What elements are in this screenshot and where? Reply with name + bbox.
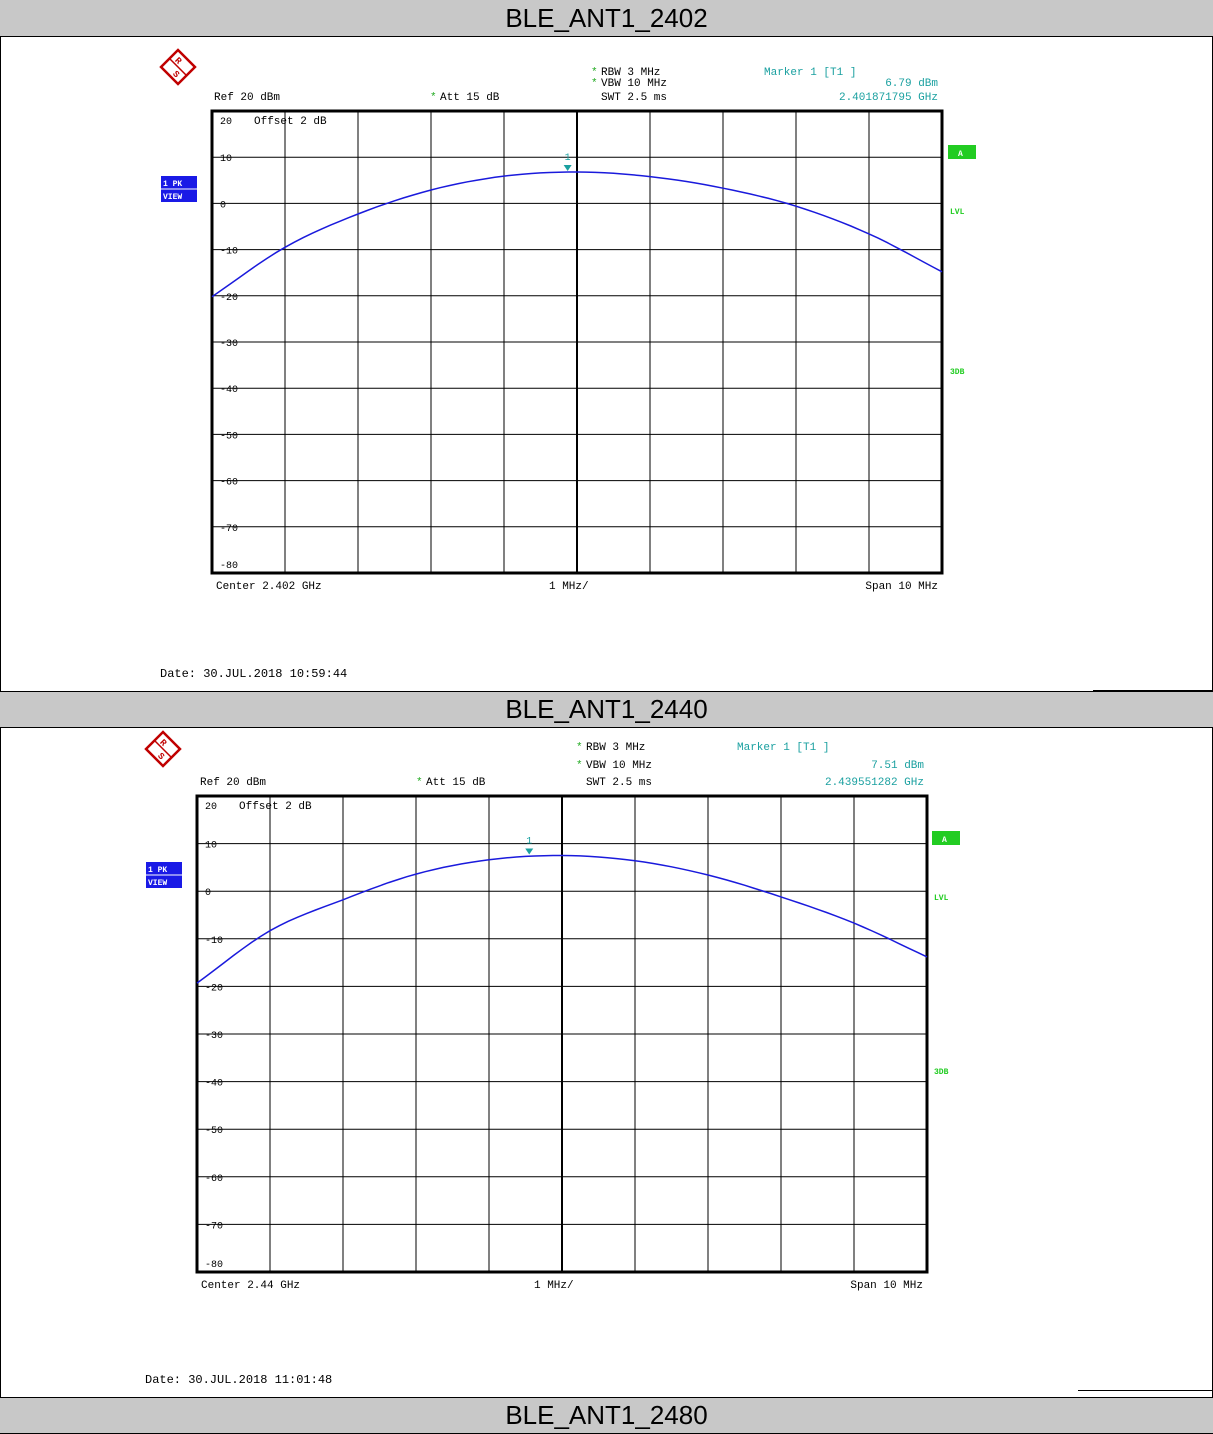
rbw-label: RBW 3 MHz — [601, 67, 660, 79]
y-tick-label: 20 — [205, 802, 217, 813]
marker-title: Marker 1 [T1 ] — [737, 742, 829, 754]
star-mark: * — [576, 742, 583, 754]
y-tick-label: -20 — [205, 983, 223, 994]
section-title: BLE_ANT1_2402 — [505, 2, 708, 33]
section-title-bar: BLE_ANT1_2402 — [0, 0, 1213, 37]
span-label: Span 10 MHz — [865, 581, 938, 593]
vbw-label: VBW 10 MHz — [601, 78, 667, 90]
ref-level-label: Ref 20 dBm — [214, 92, 280, 104]
side-label: LVL — [950, 208, 965, 217]
offset-label: Offset 2 dB — [239, 801, 312, 813]
division-label: 1 MHz/ — [549, 581, 589, 593]
section-title: BLE_ANT1_2480 — [505, 1400, 708, 1430]
capture-date: Date: 30.JUL.2018 10:59:44 — [160, 667, 347, 681]
trace-info-label: VIEW — [148, 879, 167, 888]
section-title-bar: BLE_ANT1_2480 — [0, 1397, 1213, 1434]
logo-letter: R — [172, 56, 183, 67]
marker-level: 7.51 dBm — [871, 760, 924, 772]
logo-line — [168, 57, 188, 77]
trace-line — [196, 854, 928, 984]
y-tick-label: 0 — [205, 888, 211, 899]
y-tick-label: -40 — [220, 385, 238, 396]
trace-line — [211, 171, 943, 298]
marker-title: Marker 1 [T1 ] — [764, 67, 856, 79]
attenuation-label: Att 15 dB — [426, 777, 486, 789]
y-tick-label: -80 — [220, 561, 238, 572]
rohde-schwarz-logo-icon: RS — [144, 730, 182, 768]
divider — [1093, 690, 1213, 691]
y-tick-label: -50 — [220, 431, 238, 442]
logo-letter: S — [170, 69, 181, 80]
side-box-a — [948, 145, 976, 159]
star-mark: * — [430, 92, 437, 104]
center-frequency-label: Center 2.44 GHz — [201, 1280, 300, 1292]
sweep-time-label: SWT 2.5 ms — [601, 92, 667, 104]
marker-frequency: 2.439551282 GHz — [825, 777, 924, 789]
star-mark: * — [591, 78, 598, 90]
rohde-schwarz-logo-icon: RS — [159, 48, 197, 86]
y-tick-label: -70 — [205, 1221, 223, 1232]
rbw-label: RBW 3 MHz — [586, 742, 645, 754]
section-title: BLE_ANT1_2440 — [505, 694, 708, 724]
span-label: Span 10 MHz — [850, 1280, 923, 1292]
marker-number: 1 — [565, 153, 571, 164]
marker-triangle-icon — [563, 165, 572, 172]
marker-number: 1 — [526, 836, 532, 847]
section-title-bar: BLE_ANT1_2440 — [0, 691, 1213, 728]
side-label: A — [958, 150, 963, 159]
ref-level-label: Ref 20 dBm — [200, 777, 266, 789]
trace-info-label: 1 PK — [163, 180, 182, 189]
divider — [1078, 1390, 1213, 1391]
marker-triangle-icon — [525, 848, 534, 855]
y-tick-label: -60 — [220, 478, 238, 489]
y-tick-label: 10 — [205, 841, 217, 852]
y-tick-label: -40 — [205, 1079, 223, 1090]
side-label: LVL — [934, 894, 949, 903]
logo-letter: S — [155, 751, 166, 762]
logo-letter: R — [157, 738, 168, 749]
logo-line — [153, 739, 173, 759]
capture-date: Date: 30.JUL.2018 11:01:48 — [145, 1373, 332, 1387]
division-label: 1 MHz/ — [534, 1280, 574, 1292]
y-tick-label: -30 — [205, 1031, 223, 1042]
vbw-label: VBW 10 MHz — [586, 760, 652, 772]
sweep-time-label: SWT 2.5 ms — [586, 777, 652, 789]
side-box-a — [932, 831, 960, 845]
y-tick-label: -10 — [220, 247, 238, 258]
marker-level: 6.79 dBm — [885, 78, 938, 90]
side-label: 3DB — [934, 1068, 949, 1077]
marker-frequency: 2.401871795 GHz — [839, 92, 938, 104]
y-tick-label: -70 — [220, 524, 238, 535]
y-tick-label: 20 — [220, 117, 232, 128]
y-tick-label: 0 — [220, 200, 226, 211]
attenuation-label: Att 15 dB — [440, 92, 500, 104]
offset-label: Offset 2 dB — [254, 116, 327, 128]
star-mark: * — [576, 760, 583, 772]
side-label: 3DB — [950, 368, 965, 377]
center-frequency-label: Center 2.402 GHz — [216, 581, 322, 593]
y-tick-label: -50 — [205, 1126, 223, 1137]
trace-info-label: VIEW — [163, 193, 182, 202]
y-tick-label: -80 — [205, 1260, 223, 1271]
y-tick-label: -60 — [205, 1174, 223, 1185]
trace-info-label: 1 PK — [148, 866, 167, 875]
star-mark: * — [416, 777, 423, 789]
y-tick-label: -30 — [220, 339, 238, 350]
y-tick-label: -10 — [205, 936, 223, 947]
y-tick-label: -20 — [220, 293, 238, 304]
side-label: A — [942, 836, 947, 845]
star-mark: * — [591, 67, 598, 79]
y-tick-label: 10 — [220, 154, 232, 165]
